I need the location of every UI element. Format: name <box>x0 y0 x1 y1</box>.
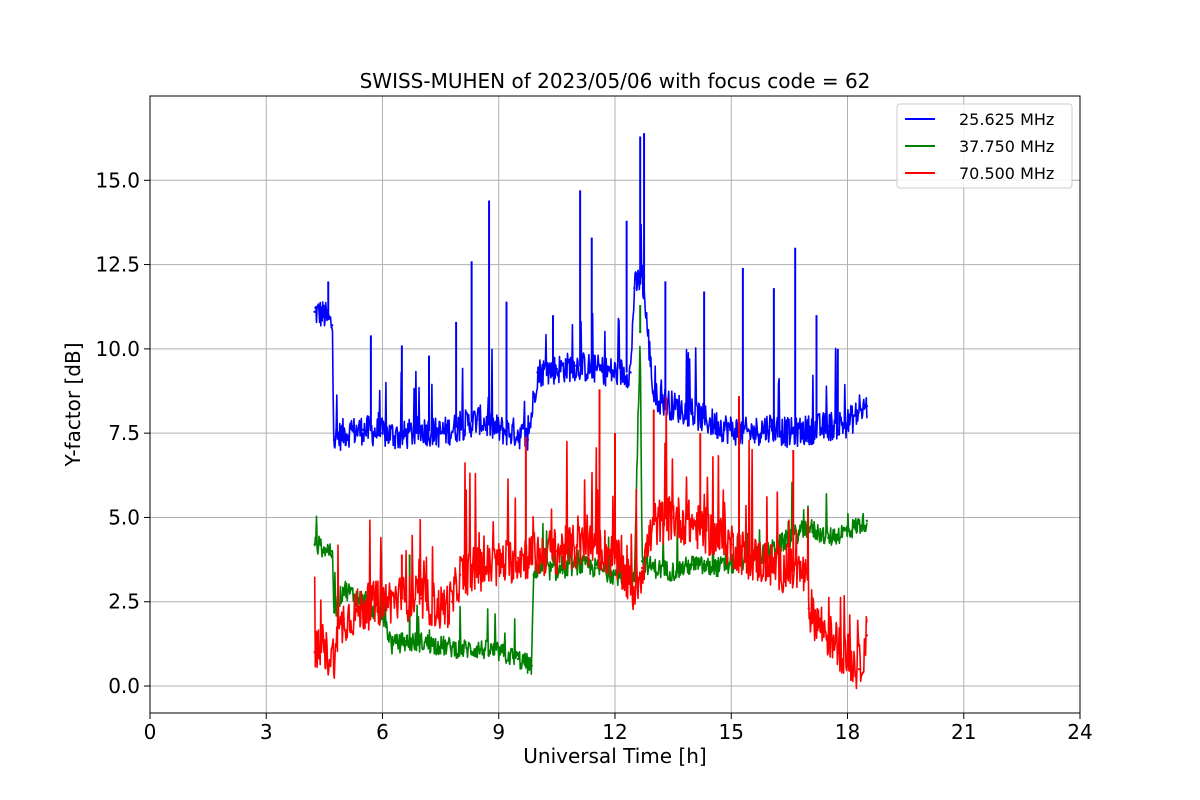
y-tick-label: 0.0 <box>108 674 140 698</box>
x-tick-label: 6 <box>376 720 389 744</box>
legend-label: 25.625 MHz <box>959 110 1054 129</box>
x-tick-label: 0 <box>144 720 157 744</box>
data-point <box>865 519 869 523</box>
x-tick-label: 3 <box>260 720 273 744</box>
data-point <box>516 556 520 560</box>
legend-label: 37.750 MHz <box>959 137 1054 156</box>
plot-area <box>313 133 869 690</box>
y-tick-label: 5.0 <box>108 505 140 529</box>
x-axis-label: Universal Time [h] <box>523 744 706 768</box>
axis-ticks: 0 3 6 9 12 15 18 21 24 0.0 2.5 5.0 7.5 10.0 12.5 15.0 <box>95 168 1092 744</box>
legend-label: 70.500 MHz <box>959 164 1054 183</box>
y-tick-label: 10.0 <box>95 337 140 361</box>
y-tick-label: 7.5 <box>108 421 140 445</box>
legend: 25.625 MHz 37.750 MHz 70.500 MHz <box>896 103 1073 189</box>
series-line <box>313 396 868 690</box>
x-tick-label: 15 <box>719 720 744 744</box>
series-2 <box>313 389 869 690</box>
x-tick-label: 9 <box>492 720 505 744</box>
x-tick-label: 24 <box>1067 720 1092 744</box>
legend-box <box>896 103 1073 189</box>
y-axis-label: Y-factor [dB] <box>61 342 85 467</box>
y-tick-label: 15.0 <box>95 168 140 192</box>
y-tick-label: 12.5 <box>95 253 140 277</box>
x-tick-label: 18 <box>835 720 860 744</box>
x-tick-label: 12 <box>602 720 627 744</box>
series-0 <box>313 133 869 451</box>
x-tick-label: 21 <box>951 720 976 744</box>
chart-title: SWISS-MUHEN of 2023/05/06 with focus cod… <box>360 69 871 93</box>
y-tick-label: 2.5 <box>108 590 140 614</box>
